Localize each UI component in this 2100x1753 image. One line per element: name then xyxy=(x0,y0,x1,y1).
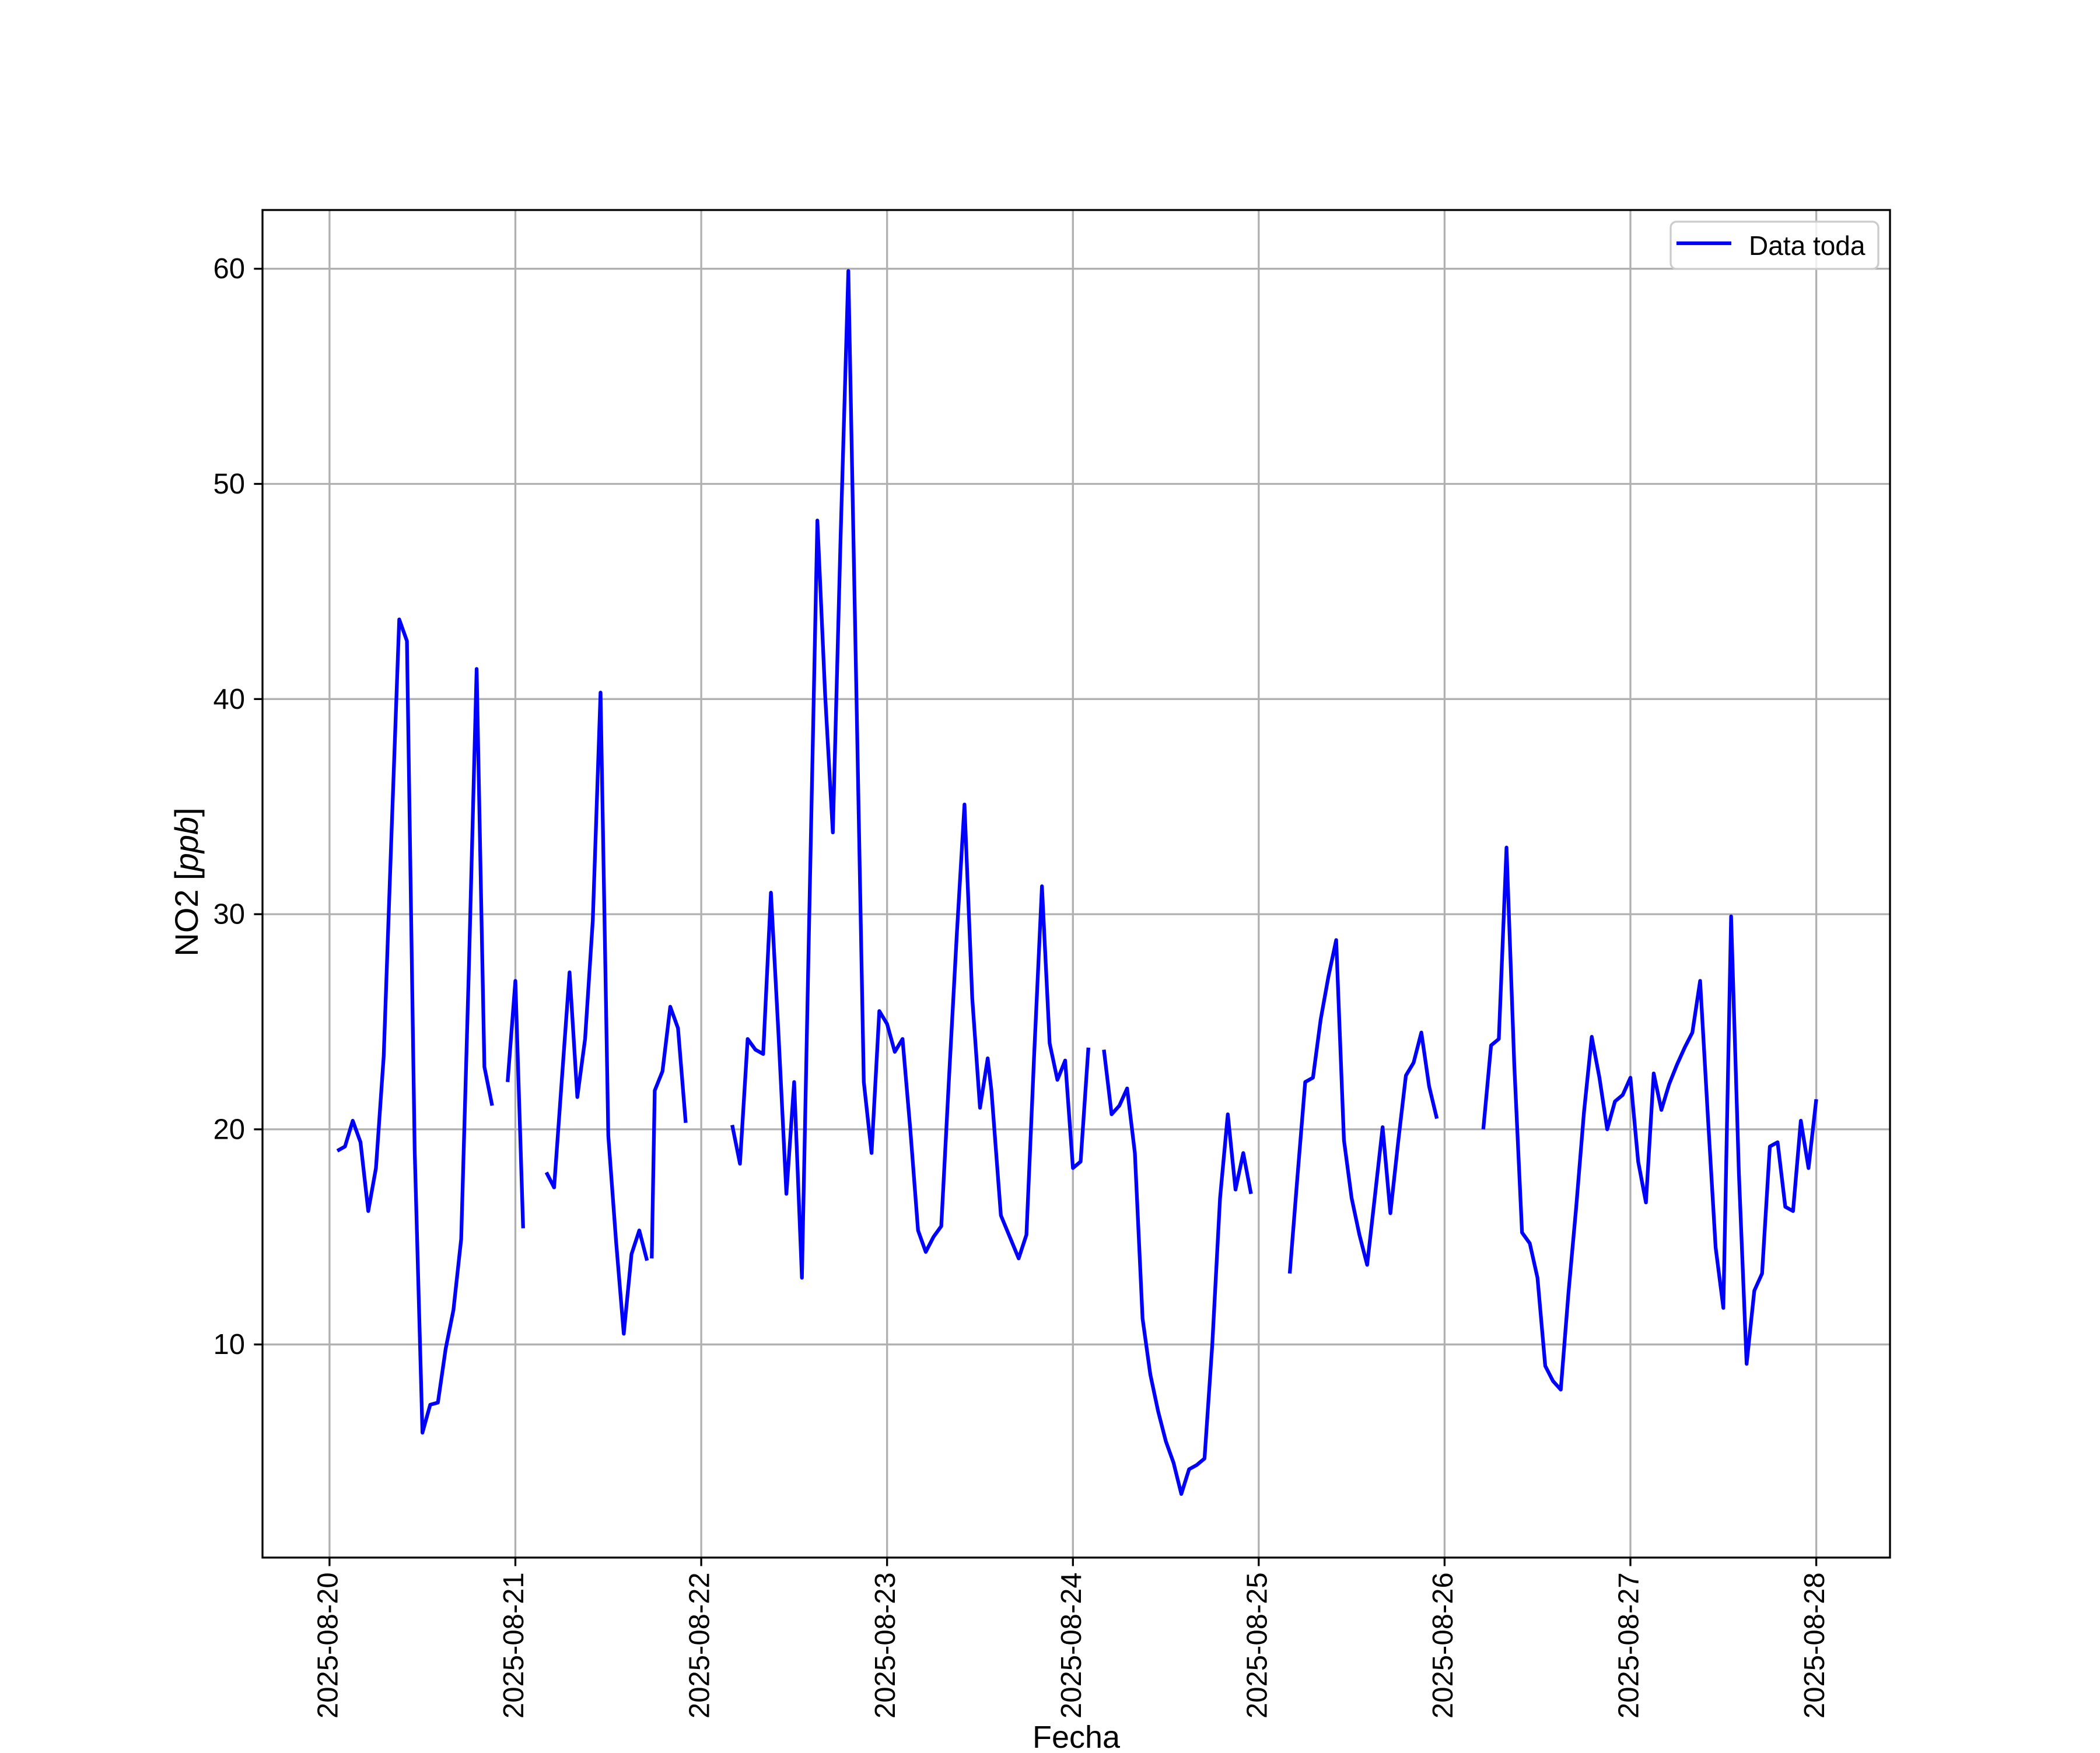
svg-text:Fecha: Fecha xyxy=(1032,1720,1121,1750)
svg-text:2025-08-24: 2025-08-24 xyxy=(1056,1572,1087,1719)
svg-text:2025-08-23: 2025-08-23 xyxy=(870,1572,901,1719)
svg-text:Data toda: Data toda xyxy=(1749,230,1866,261)
svg-text:2025-08-25: 2025-08-25 xyxy=(1241,1572,1273,1719)
svg-text:30: 30 xyxy=(213,899,245,930)
svg-text:2025-08-20: 2025-08-20 xyxy=(312,1572,344,1719)
svg-text:10: 10 xyxy=(213,1329,245,1360)
svg-text:20: 20 xyxy=(213,1114,245,1145)
svg-text:2025-08-27: 2025-08-27 xyxy=(1614,1572,1645,1719)
svg-text:40: 40 xyxy=(213,684,245,715)
svg-text:2025-08-26: 2025-08-26 xyxy=(1427,1572,1459,1719)
svg-text:2025-08-21: 2025-08-21 xyxy=(498,1572,530,1719)
svg-text:2025-08-22: 2025-08-22 xyxy=(684,1572,716,1719)
svg-text:2025-08-28: 2025-08-28 xyxy=(1799,1572,1831,1719)
svg-text:60: 60 xyxy=(213,253,245,285)
svg-text:NO2 [ppb]: NO2 [ppb] xyxy=(168,807,205,956)
svg-text:50: 50 xyxy=(213,468,245,500)
